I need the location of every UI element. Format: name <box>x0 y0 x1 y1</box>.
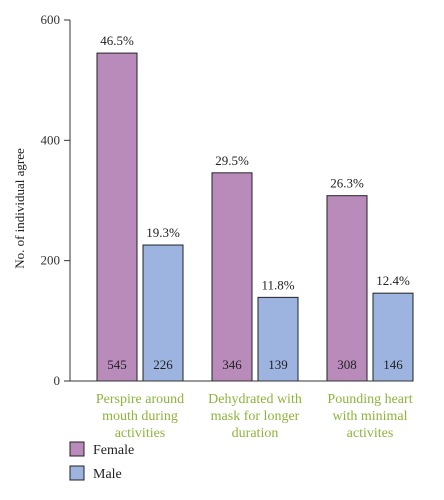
category-label-line: Pounding heart <box>327 392 412 407</box>
category-label-line: Dehydrated with <box>208 392 302 407</box>
bar-female <box>96 52 138 382</box>
y-axis-label: No. of individual agree <box>12 148 27 269</box>
legend-swatch-female <box>69 441 85 457</box>
category-labels: Perspire around mouth during activities Deh… <box>96 392 413 441</box>
y-axis: 0 200 400 600 <box>41 12 71 388</box>
category-label-line: mask for longer <box>211 409 300 424</box>
category-label-line: activities <box>115 426 166 441</box>
y-tick-label: 600 <box>41 12 61 27</box>
count-label: 545 <box>107 357 127 372</box>
category-label-line: activites <box>347 426 394 441</box>
count-label: 346 <box>222 357 242 372</box>
bar-male <box>372 292 414 382</box>
bar-male <box>142 244 184 382</box>
legend-swatch-male <box>69 465 85 481</box>
count-label: 308 <box>337 357 357 372</box>
percent-label: 46.5% <box>100 33 134 48</box>
category-label: Pounding heart with minimal activites <box>327 392 412 441</box>
count-label: 146 <box>383 357 403 372</box>
category-label: Dehydrated with mask for longer duration <box>208 392 302 441</box>
legend-label-male: Male <box>93 467 122 482</box>
percent-label: 12.4% <box>376 273 410 288</box>
category-label-line: Perspire around <box>96 392 184 407</box>
legend: Female Male <box>69 441 134 482</box>
y-tick-label: 400 <box>41 132 61 147</box>
count-label: 139 <box>268 357 288 372</box>
bar-female <box>211 172 253 382</box>
legend-label-female: Female <box>93 443 134 458</box>
count-label: 226 <box>153 357 173 372</box>
y-tick-label: 200 <box>41 253 61 268</box>
y-tick-label: 0 <box>54 373 61 388</box>
category-label-line: mouth during <box>102 409 178 424</box>
percent-label: 26.3% <box>330 176 364 191</box>
category-label-line: with minimal <box>332 409 407 424</box>
bars-group: 46.5% 545 19.3% 226 29.5% 346 11.8% 139 26.3% 308… <box>96 33 414 382</box>
percent-label: 29.5% <box>215 153 249 168</box>
percent-label: 19.3% <box>146 225 180 240</box>
bar-female <box>326 195 368 382</box>
category-label-line: duration <box>232 426 279 441</box>
percent-label: 11.8% <box>261 277 294 292</box>
category-label: Perspire around mouth during activities <box>96 392 184 441</box>
